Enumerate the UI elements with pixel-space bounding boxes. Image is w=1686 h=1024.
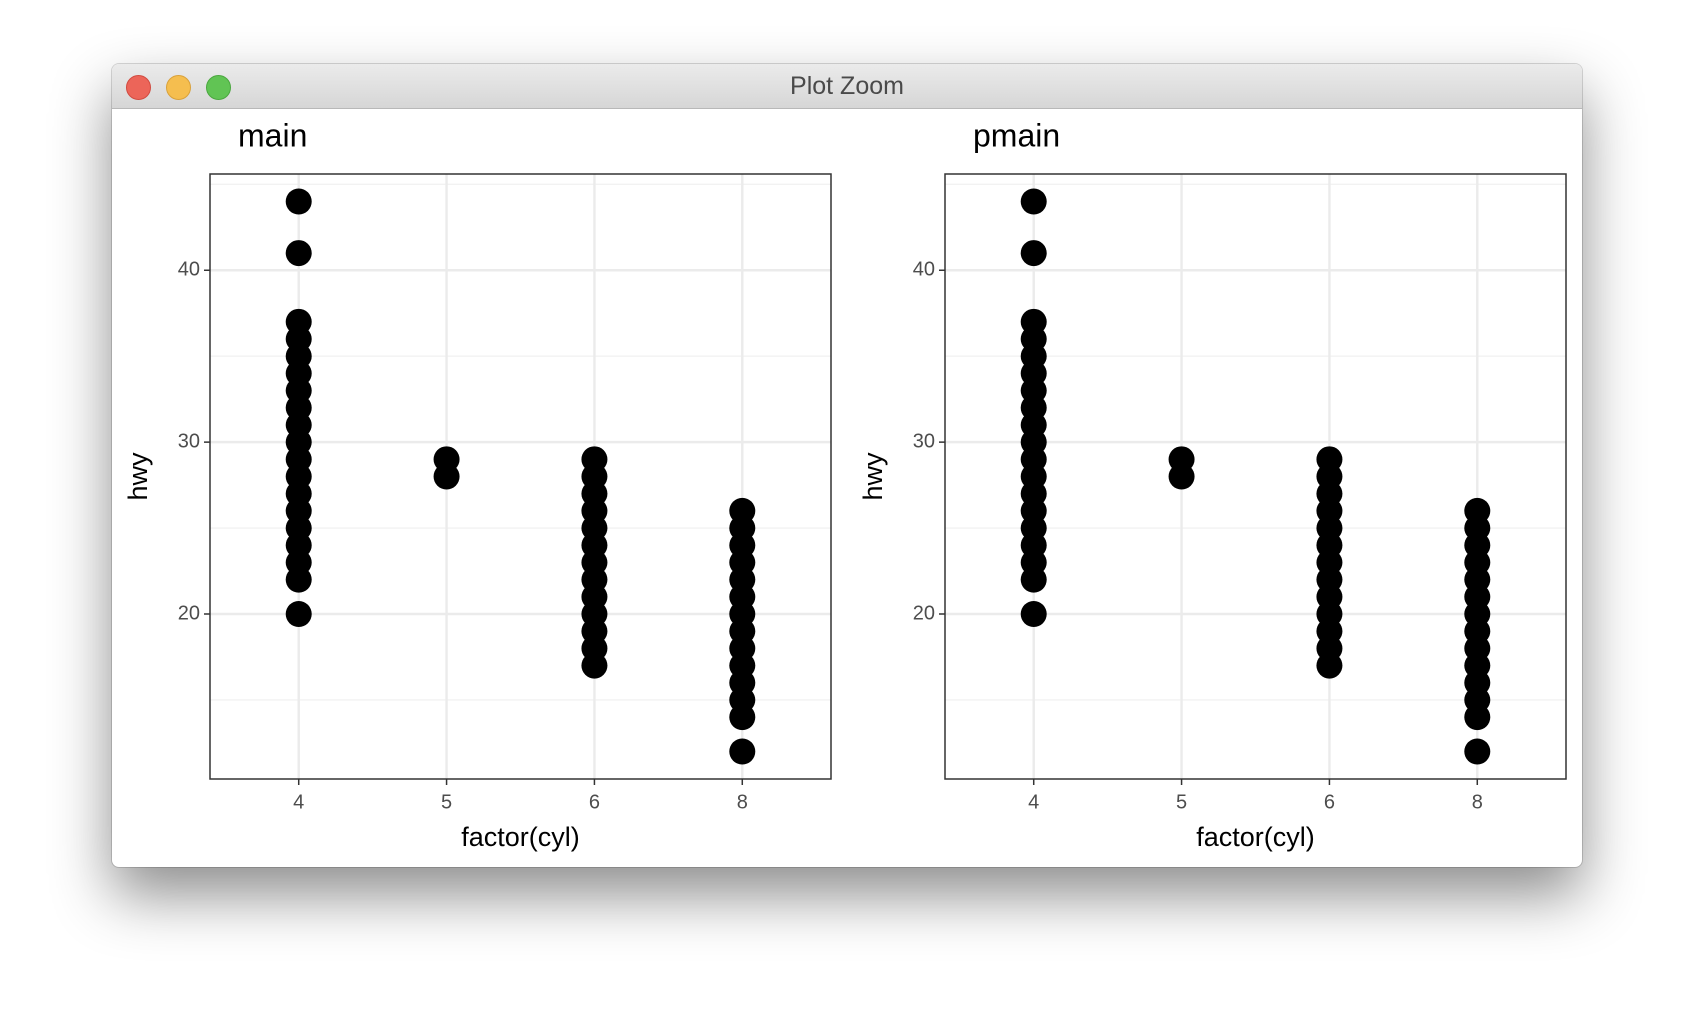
zoom-button[interactable] — [206, 75, 231, 100]
point — [285, 188, 312, 215]
point — [581, 652, 608, 679]
point — [433, 463, 460, 490]
x-axis-label: factor(cyl) — [1196, 822, 1315, 852]
chart: pmain 20 30 40 4 5 6 8 factor(cyl) hwy — [858, 117, 1567, 852]
y-tick-label: 30 — [178, 430, 200, 452]
x-tick-label: 5 — [441, 791, 452, 813]
point — [1020, 566, 1047, 593]
point — [729, 738, 756, 765]
point — [1020, 240, 1047, 267]
x-tick-label: 8 — [1472, 791, 1483, 813]
y-tick-label: 20 — [913, 602, 935, 624]
point — [1316, 652, 1343, 679]
window-title: Plot Zoom — [790, 72, 904, 100]
point — [1020, 188, 1047, 215]
chart-title: main — [238, 117, 307, 153]
point — [1464, 738, 1491, 765]
point — [285, 240, 312, 267]
x-tick-label: 6 — [1324, 791, 1335, 813]
y-tick-label: 20 — [178, 602, 200, 624]
x-tick-label: 4 — [293, 791, 304, 813]
plots: main 20 30 40 4 5 6 8 factor(cyl) hwy pmain 20 30 40 4… — [123, 117, 1567, 852]
point — [1464, 704, 1491, 731]
panel-border — [209, 173, 832, 780]
chart: main 20 30 40 4 5 6 8 factor(cyl) hwy — [123, 117, 832, 852]
x-axis-label: factor(cyl) — [461, 822, 580, 852]
chart-title: pmain — [973, 117, 1060, 153]
title-bar: Plot Zoom — [112, 64, 1582, 109]
y-axis-label: hwy — [858, 452, 888, 501]
minimize-button[interactable] — [166, 75, 191, 100]
x-tick-label: 6 — [589, 791, 600, 813]
panel-border — [944, 173, 1567, 780]
x-tick-label: 4 — [1028, 791, 1039, 813]
y-tick-label: 40 — [178, 259, 200, 281]
y-tick-label: 40 — [913, 259, 935, 281]
point — [285, 566, 312, 593]
close-button[interactable] — [126, 75, 151, 100]
point — [285, 601, 312, 627]
point — [1168, 463, 1195, 490]
x-tick-label: 8 — [737, 791, 748, 813]
point — [1020, 601, 1047, 627]
y-axis-label: hwy — [123, 452, 153, 501]
window: Plot Zoom main 20 30 40 4 5 6 8 factor(cyl) hwy pm… — [112, 64, 1582, 867]
x-tick-label: 5 — [1176, 791, 1187, 813]
point — [729, 704, 756, 731]
y-tick-label: 30 — [913, 430, 935, 452]
